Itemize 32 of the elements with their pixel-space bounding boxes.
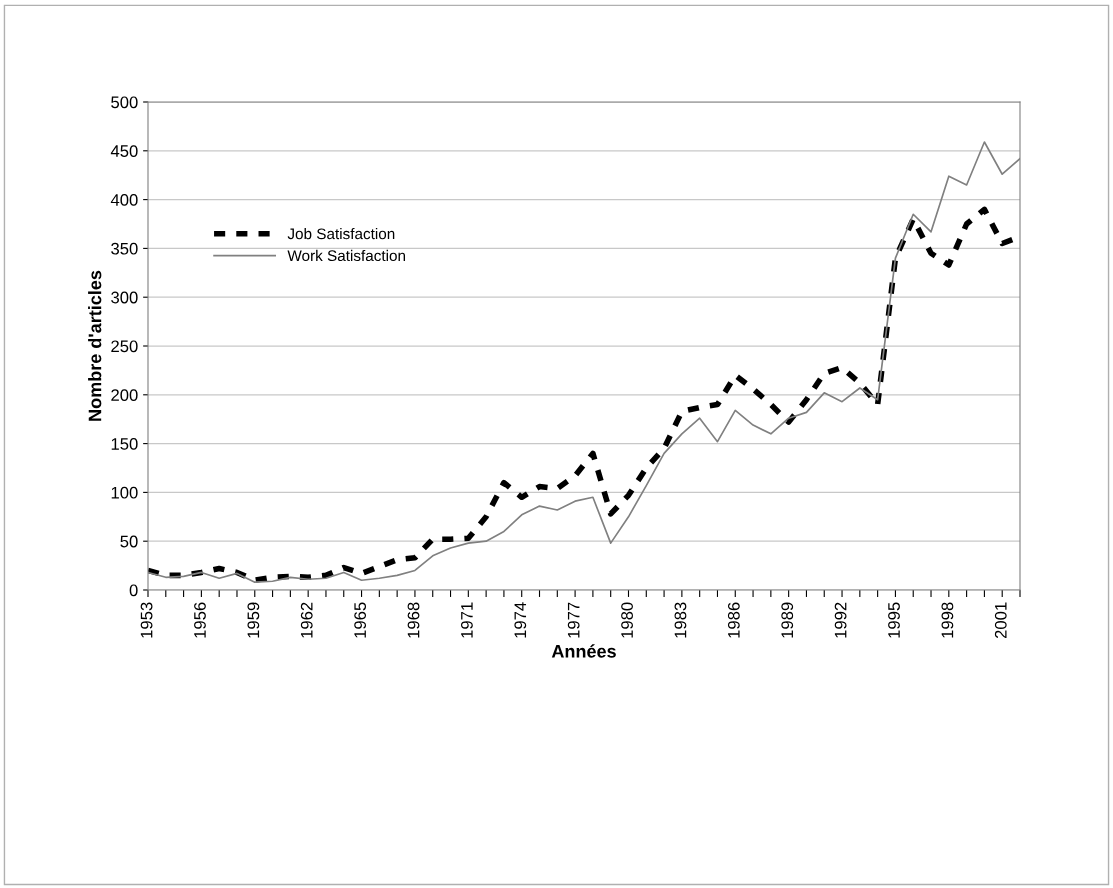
x-tick-label: 1968 — [407, 602, 420, 638]
y-tick-label: 0 — [129, 584, 138, 597]
legend-label: Job Satisfaction — [287, 227, 395, 240]
y-tick-label: 350 — [111, 242, 138, 255]
x-tick-label: 1998 — [941, 602, 954, 638]
x-tick-label: 1992 — [834, 602, 847, 638]
y-tick-label: 250 — [111, 340, 138, 353]
x-tick-label: 1995 — [888, 602, 900, 638]
x-tick-label: 1983 — [674, 602, 687, 638]
y-tick-label: 200 — [111, 389, 138, 401]
x-tick-label: 1956 — [194, 602, 206, 638]
x-tick-label: 1980 — [621, 602, 633, 638]
y-tick-label: 450 — [110, 145, 138, 157]
y-tick-label: 500 — [111, 96, 138, 109]
y-tick-label: 150 — [111, 438, 138, 450]
x-tick-label: 1962 — [300, 602, 313, 638]
x-tick-label: 1977 — [567, 602, 580, 638]
legend-label: Work Satisfaction — [287, 249, 406, 262]
x-tick-label: 1971 — [461, 602, 473, 638]
x-axis-title: Années — [551, 644, 616, 658]
x-tick-label: 1959 — [247, 602, 260, 638]
x-tick-label: 2001 — [994, 602, 1007, 639]
x-tick-label: 1974 — [514, 602, 527, 638]
x-tick-label: 1986 — [727, 602, 740, 638]
x-tick-label: 1965 — [354, 602, 367, 638]
y-axis-title: Nombre d'articles — [88, 270, 102, 421]
y-tick-label: 400 — [110, 194, 138, 206]
y-tick-label: 300 — [111, 291, 138, 304]
x-tick-label: 1989 — [781, 602, 794, 638]
y-tick-label: 50 — [120, 535, 138, 548]
x-tick-label: 1953 — [140, 602, 153, 638]
y-tick-label: 100 — [111, 486, 138, 499]
